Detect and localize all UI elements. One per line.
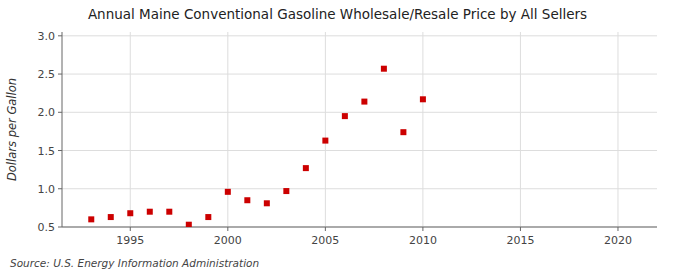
point: [342, 113, 348, 119]
x-tick: [617, 227, 618, 231]
x-tick-label: 2005: [311, 234, 339, 247]
x-tick-label: 2010: [409, 234, 437, 247]
y-tick: [58, 74, 62, 75]
x-axis-line: [62, 227, 657, 228]
x-grid-line: [422, 32, 423, 227]
chart: Annual Maine Conventional Gasoline Whole…: [0, 0, 675, 275]
point: [244, 197, 250, 203]
x-tick: [325, 227, 326, 231]
y-tick-label: 1.0: [38, 183, 56, 196]
point: [283, 188, 289, 194]
point: [186, 222, 192, 227]
axes: 0.5 1.0 1.5 2.0 2.5 3.0 1995 2000 2005 2010 2015 20…: [38, 30, 658, 247]
point: [303, 165, 309, 171]
source: Source: U.S. Energy Information Administ…: [10, 257, 259, 269]
y-grid-line: [62, 35, 657, 36]
point: [264, 200, 270, 206]
x-grid-line: [617, 32, 618, 227]
point: [127, 210, 133, 216]
x-tick-label: 2015: [506, 234, 534, 247]
y-tick: [58, 188, 62, 189]
y-tick-label: 1.5: [38, 145, 56, 158]
x-grid-line: [227, 32, 228, 227]
x-grid-line: [520, 32, 521, 227]
title: Annual Maine Conventional Gasoline Whole…: [88, 6, 587, 22]
x-grid-line: [325, 32, 326, 227]
y-tick: [58, 227, 62, 228]
x-tick: [520, 227, 521, 231]
x-tick: [227, 227, 228, 231]
y-tick: [58, 112, 62, 113]
y-grid-line: [62, 112, 657, 113]
grid: [62, 32, 657, 227]
x-tick-label: 2020: [604, 234, 632, 247]
point: [361, 99, 367, 105]
x-tick: [130, 227, 131, 231]
point: [420, 96, 426, 102]
point: [166, 209, 172, 215]
y-tick-label: 0.5: [38, 221, 56, 234]
point: [400, 129, 406, 135]
y-grid-line: [62, 188, 657, 189]
x-grid-line: [130, 32, 131, 227]
point: [381, 66, 387, 72]
y-axis-label: Dollars per Gallon: [5, 78, 19, 181]
y-grid-line: [62, 150, 657, 151]
y-tick: [58, 150, 62, 151]
x-tick: [422, 227, 423, 231]
point: [88, 216, 94, 222]
point: [225, 189, 231, 195]
y-grid-line: [62, 74, 657, 75]
y-grid-line: [62, 227, 657, 228]
y-axis-line: [62, 32, 63, 227]
point: [205, 214, 211, 220]
point: [322, 138, 328, 144]
y-tick-label: 3.0: [38, 30, 56, 43]
y-tick-label: 2.0: [38, 106, 56, 119]
point: [108, 214, 114, 220]
point: [147, 209, 153, 215]
y-tick-label: 2.5: [38, 68, 56, 81]
points: [88, 66, 426, 227]
y-tick: [58, 35, 62, 36]
x-tick-label: 1995: [116, 234, 144, 247]
x-tick-label: 2000: [214, 234, 242, 247]
